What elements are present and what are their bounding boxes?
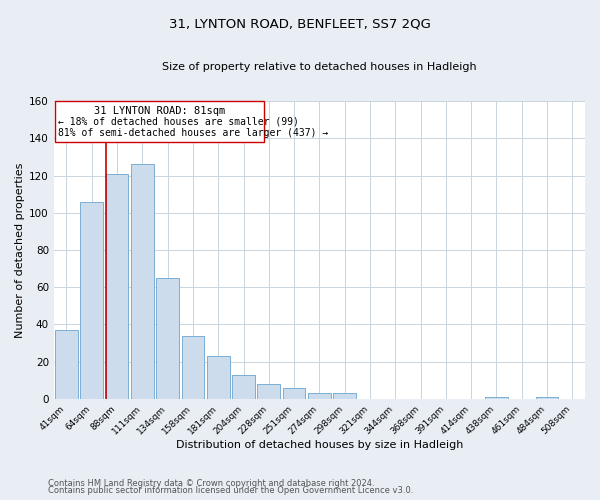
- Bar: [131, 164, 154, 399]
- Bar: [106, 174, 128, 399]
- Bar: [232, 374, 255, 399]
- Text: Contains public sector information licensed under the Open Government Licence v3: Contains public sector information licen…: [48, 486, 413, 495]
- Y-axis label: Number of detached properties: Number of detached properties: [15, 162, 25, 338]
- X-axis label: Distribution of detached houses by size in Hadleigh: Distribution of detached houses by size …: [176, 440, 463, 450]
- Text: ← 18% of detached houses are smaller (99): ← 18% of detached houses are smaller (99…: [58, 117, 298, 127]
- Text: 31, LYNTON ROAD, BENFLEET, SS7 2QG: 31, LYNTON ROAD, BENFLEET, SS7 2QG: [169, 18, 431, 30]
- Bar: [536, 397, 559, 399]
- Bar: [182, 336, 204, 399]
- Bar: [283, 388, 305, 399]
- Bar: [308, 394, 331, 399]
- Bar: [257, 384, 280, 399]
- Text: 81% of semi-detached houses are larger (437) →: 81% of semi-detached houses are larger (…: [58, 128, 328, 138]
- Bar: [207, 356, 230, 399]
- Text: Contains HM Land Registry data © Crown copyright and database right 2024.: Contains HM Land Registry data © Crown c…: [48, 478, 374, 488]
- Text: 31 LYNTON ROAD: 81sqm: 31 LYNTON ROAD: 81sqm: [94, 106, 225, 116]
- FancyBboxPatch shape: [55, 101, 264, 142]
- Bar: [80, 202, 103, 399]
- Bar: [485, 397, 508, 399]
- Title: Size of property relative to detached houses in Hadleigh: Size of property relative to detached ho…: [162, 62, 477, 72]
- Bar: [55, 330, 78, 399]
- Bar: [156, 278, 179, 399]
- Bar: [334, 394, 356, 399]
